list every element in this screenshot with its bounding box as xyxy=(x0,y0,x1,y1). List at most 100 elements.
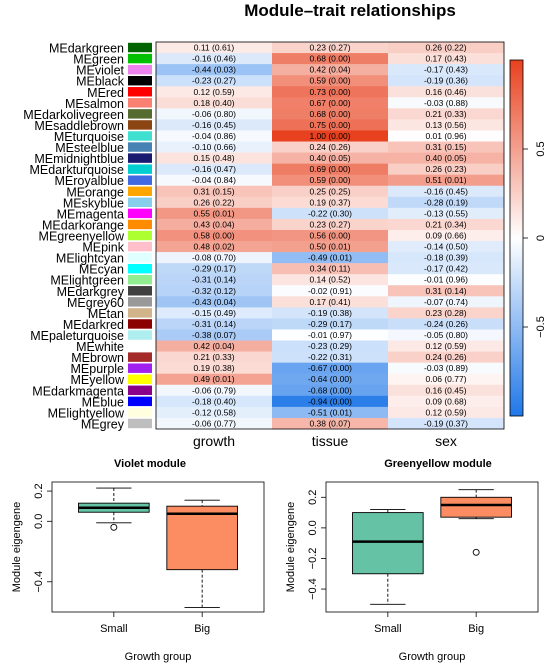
heatmap-cell-label: 0.15 (0.48) xyxy=(193,153,234,163)
heatmap-cell-label: -0.16 (0.45) xyxy=(424,186,468,196)
plot-frame xyxy=(51,481,265,613)
heatmap-cell xyxy=(272,307,388,319)
module-label: MEroyalblue xyxy=(55,174,125,188)
heatmap-cell xyxy=(156,229,272,242)
heatmap-cell-label: -0.94 (0.00) xyxy=(308,396,352,406)
heatmap-cell-label: 0.09 (0.68) xyxy=(425,396,466,406)
heatmap-cell-label: -0.16 (0.45) xyxy=(192,120,236,130)
module-label: MEblack xyxy=(76,75,125,89)
module-color-swatch xyxy=(128,164,152,174)
heatmap-cell xyxy=(156,53,272,65)
y-tick-label: 0.0 xyxy=(307,520,319,535)
heatmap-cell-label: -0.22 (0.30) xyxy=(308,208,352,218)
module-color-swatch xyxy=(128,87,152,97)
heatmap-cell-label: 0.75 (0.00) xyxy=(309,120,350,130)
heatmap-cell-label: 0.26 (0.23) xyxy=(425,164,466,174)
heatmap-cell xyxy=(272,241,388,253)
module-color-swatch xyxy=(128,131,152,141)
x-tick-label: Small xyxy=(374,623,402,635)
heatmap-cell xyxy=(156,141,272,153)
heatmap-cell xyxy=(156,207,272,220)
heatmap-cell-label: 0.59 (0.00) xyxy=(309,175,350,185)
module-color-swatch xyxy=(128,374,152,384)
heatmap-cell xyxy=(272,417,388,430)
module-color-swatch xyxy=(128,197,152,208)
heatmap-cell xyxy=(272,196,388,209)
module-label: MEpurple xyxy=(71,362,125,376)
heatmap-cell xyxy=(156,108,272,120)
heatmap-cell xyxy=(156,340,272,352)
heatmap-cell xyxy=(388,340,504,352)
heatmap-cell-label: -0.19 (0.37) xyxy=(424,418,468,428)
heatmap-cell-label: 0.69 (0.00) xyxy=(309,164,350,174)
module-color-swatch xyxy=(128,53,152,64)
heatmap-cell xyxy=(272,152,388,164)
heatmap-cell-label: -0.16 (0.46) xyxy=(192,54,236,64)
heatmap-cell xyxy=(272,218,388,231)
heatmap-cell xyxy=(272,108,388,120)
module-color-swatch xyxy=(128,385,152,396)
heatmap-cell-label: -0.44 (0.03) xyxy=(192,65,236,75)
heatmap-cell-label: 0.43 (0.04) xyxy=(193,219,234,229)
module-color-swatch xyxy=(128,319,152,329)
x-tick-label: Big xyxy=(194,623,210,635)
heatmap-cell xyxy=(388,75,504,87)
heatmap-cell xyxy=(388,329,504,341)
module-label: MEdarkturquoise xyxy=(30,163,125,177)
heatmap-cell-label: 0.06 (0.77) xyxy=(425,374,466,384)
heatmap-cell-label: -0.49 (0.01) xyxy=(308,253,352,263)
color-scale-tick-label: 0 xyxy=(535,235,547,241)
heatmap-cell-label: -0.23 (0.27) xyxy=(192,76,236,86)
heatmap-cell-label: -0.28 (0.19) xyxy=(424,197,468,207)
module-color-swatch xyxy=(128,352,152,362)
heatmap-column-labels: growth tissue sex xyxy=(193,433,457,449)
module-label: MElightyellow xyxy=(48,406,125,420)
heatmap-cell-label: 0.31 (0.15) xyxy=(425,142,466,152)
heatmap-cell-label: 0.59 (0.00) xyxy=(309,76,350,86)
heatmap-cell xyxy=(388,351,504,363)
module-color-swatch xyxy=(128,330,152,340)
heatmap-cell xyxy=(388,141,504,153)
heatmap-cell-label: -0.68 (0.00) xyxy=(308,385,352,395)
heatmap-cell-label: -0.15 (0.49) xyxy=(192,308,236,318)
heatmap-cell-label: 0.67 (0.00) xyxy=(309,98,350,108)
heatmap-cell xyxy=(156,152,272,164)
heatmap-cell-label: 0.42 (0.04) xyxy=(193,341,234,351)
heatmap-cell xyxy=(156,196,272,209)
heatmap-cell xyxy=(272,329,388,341)
module-label: MElightgreen xyxy=(50,274,124,288)
module-color-swatch xyxy=(128,120,152,130)
heatmap-cell-label: 0.19 (0.37) xyxy=(309,197,350,207)
heatmap-cell xyxy=(388,252,504,264)
heatmap-cell-label: 0.34 (0.11) xyxy=(310,264,351,274)
heatmap-cell xyxy=(156,119,272,131)
x-tick-label: Small xyxy=(100,623,128,635)
heatmap-cell xyxy=(272,53,388,65)
heatmap-cell-label: -0.23 (0.29) xyxy=(308,341,352,351)
heatmap-cell xyxy=(388,86,504,98)
heatmap-cell xyxy=(388,130,504,142)
heatmap-cell-label: -0.29 (0.17) xyxy=(308,319,352,329)
module-color-swatch xyxy=(128,263,152,274)
module-label: MEsaddlebrown xyxy=(34,119,124,133)
module-color-swatch xyxy=(128,396,152,407)
heatmap-cell xyxy=(272,75,388,87)
heatmap-cell-label: 0.14 (0.52) xyxy=(309,275,350,285)
heatmap-cell xyxy=(156,130,272,142)
heatmap-cell xyxy=(272,119,388,131)
heatmap-cell-label: 0.09 (0.66) xyxy=(425,231,466,241)
heatmap-cell xyxy=(272,97,388,109)
heatmap-cell-label: -0.13 (0.55) xyxy=(424,208,468,218)
heatmap-cell-label: 0.50 (0.01) xyxy=(309,242,350,252)
heatmap-cell-label: 0.42 (0.04) xyxy=(309,65,350,75)
heatmap-border xyxy=(155,41,505,430)
module-color-swatch xyxy=(128,407,152,418)
heatmap-cell xyxy=(156,274,272,286)
heatmap-cell-label: 0.12 (0.59) xyxy=(425,341,466,351)
heatmap-cell-label: 0.49 (0.01) xyxy=(193,374,234,384)
heatmap-cell xyxy=(388,185,504,198)
heatmap-cell-label: 0.18 (0.40) xyxy=(193,98,234,108)
heatmap-cell xyxy=(272,274,388,286)
heatmap-cell xyxy=(272,351,388,363)
module-color-swatch xyxy=(128,308,152,318)
